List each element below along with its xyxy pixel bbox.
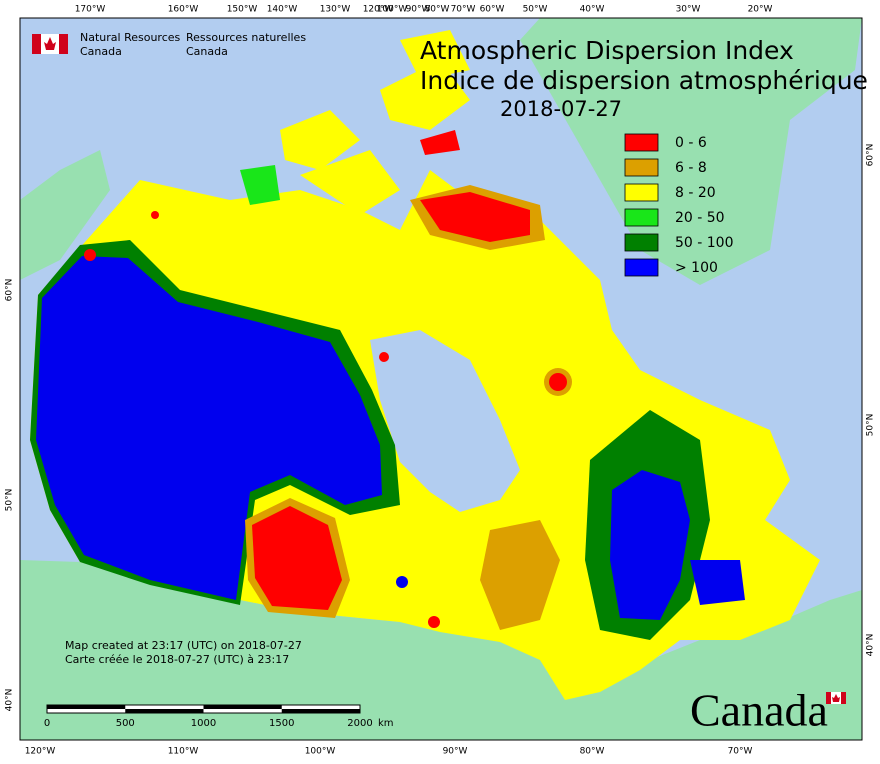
alaska	[20, 150, 110, 280]
lon-label: 120°W	[25, 747, 56, 757]
flag-bar	[59, 34, 68, 54]
lon-label: 150°W	[227, 5, 258, 15]
legend-swatch	[624, 183, 659, 202]
credit-en: Map created at 23:17 (UTC) on 2018-07-27	[65, 639, 302, 652]
canada-wordmark: Canada	[690, 685, 828, 736]
greenland	[520, 18, 862, 285]
legend-swatch	[624, 133, 659, 152]
legend-label: 20 - 50	[675, 210, 725, 226]
basemap	[19, 17, 863, 741]
lon-label: 160°W	[168, 5, 199, 15]
arctic-green	[240, 165, 280, 205]
graticule-labels: 170°W 160°W 150°W 140°W 130°W 120°W100°W90°W8…	[5, 5, 876, 757]
lat-label: 50°N	[5, 489, 15, 512]
lon-label: 110°W	[168, 747, 199, 757]
title-fr: Indice de dispersion atmosphérique	[420, 66, 868, 95]
scale-bar-label: 500	[116, 718, 135, 729]
baffin-red	[420, 192, 530, 242]
spot-blue	[396, 576, 408, 588]
quebec-blue	[610, 470, 690, 620]
lon-label: 90°W	[406, 5, 431, 15]
scale-bar-label: 1000	[191, 718, 216, 729]
lon-label: 60°W	[480, 5, 505, 15]
lon-label: 100°W	[305, 747, 336, 757]
maple-leaf	[832, 694, 840, 702]
ellesmere-red	[420, 130, 460, 155]
lon-label: 70°W	[728, 747, 753, 757]
scale-bar-label: 2000	[347, 718, 372, 729]
lat-label: 40°N	[5, 689, 15, 712]
title-en: Atmospheric Dispersion Index	[420, 36, 794, 65]
agency-en: Natural Resources	[80, 31, 181, 44]
legend-label: 50 - 100	[675, 235, 734, 251]
lon-label: 170°W	[75, 5, 106, 15]
lon-label: 80°W	[425, 5, 450, 15]
flag-bar	[841, 692, 846, 704]
map-date: 2018-07-27	[500, 97, 622, 121]
frame	[19, 17, 863, 741]
legend-swatch	[624, 158, 659, 177]
legend-label: 0 - 6	[675, 135, 707, 151]
lon-label: 40°W	[580, 5, 605, 15]
maple-leaf	[44, 37, 56, 50]
legend-label: 6 - 8	[675, 160, 707, 176]
agency-en: Canada	[80, 45, 122, 58]
lon-label: 120°W	[363, 5, 394, 15]
west-blue	[36, 256, 382, 600]
lon-label: 50°W	[523, 5, 548, 15]
lon-label: 130°W	[320, 5, 351, 15]
lon-label: 100°W	[377, 5, 408, 15]
lat-label: 40°N	[866, 634, 876, 657]
flag-bar	[826, 692, 831, 704]
credit-fr: Carte créée le 2018-07-27 (UTC) à 23:17	[65, 653, 289, 666]
legend-swatch	[624, 208, 659, 227]
fip: Natural Resources Canada Ressources natu…	[32, 31, 306, 58]
hudson-bay	[370, 330, 520, 512]
lat-label: 60°N	[866, 144, 876, 167]
us-land	[20, 560, 862, 740]
arctic-islands	[280, 30, 470, 215]
ontario-orange	[480, 520, 560, 630]
spot-red	[151, 211, 159, 219]
legend-label: 8 - 20	[675, 185, 716, 201]
lat-label: 60°N	[5, 279, 15, 302]
agency-fr: Canada	[186, 45, 228, 58]
lon-label: 30°W	[676, 5, 701, 15]
wordmark: Canada	[690, 685, 846, 736]
spot-red	[549, 373, 567, 391]
lon-label: 70°W	[451, 5, 476, 15]
scale-bar-label: 0	[44, 718, 50, 729]
legend-label: > 100	[675, 260, 718, 276]
agency-fr: Ressources naturelles	[186, 31, 306, 44]
lon-label: 20°W	[748, 5, 773, 15]
flag-bar	[32, 34, 41, 54]
scale-bar: 0 500 1000 1500 2000 km	[44, 704, 394, 729]
nb-blue	[690, 560, 745, 605]
scale-bar-segment	[125, 709, 204, 713]
spot-red	[379, 352, 389, 362]
scale-bar-label: 1500	[269, 718, 294, 729]
scale-bar-segment	[281, 709, 360, 713]
scale-bar-unit: km	[378, 718, 394, 729]
lon-label: 90°W	[443, 747, 468, 757]
scale-bar-segment	[203, 705, 282, 709]
lon-label: 80°W	[580, 747, 605, 757]
spot-red	[84, 249, 96, 261]
legend-swatch	[624, 258, 659, 277]
spot-red	[428, 616, 440, 628]
lat-label: 50°N	[866, 414, 876, 437]
legend: 0 - 6 6 - 8 8 - 20 20 - 50 50 - 100 > 100	[624, 133, 734, 277]
scale-bar-segment	[47, 705, 126, 709]
lon-label: 140°W	[267, 5, 298, 15]
legend-swatch	[624, 233, 659, 252]
prairie-red	[252, 506, 342, 610]
